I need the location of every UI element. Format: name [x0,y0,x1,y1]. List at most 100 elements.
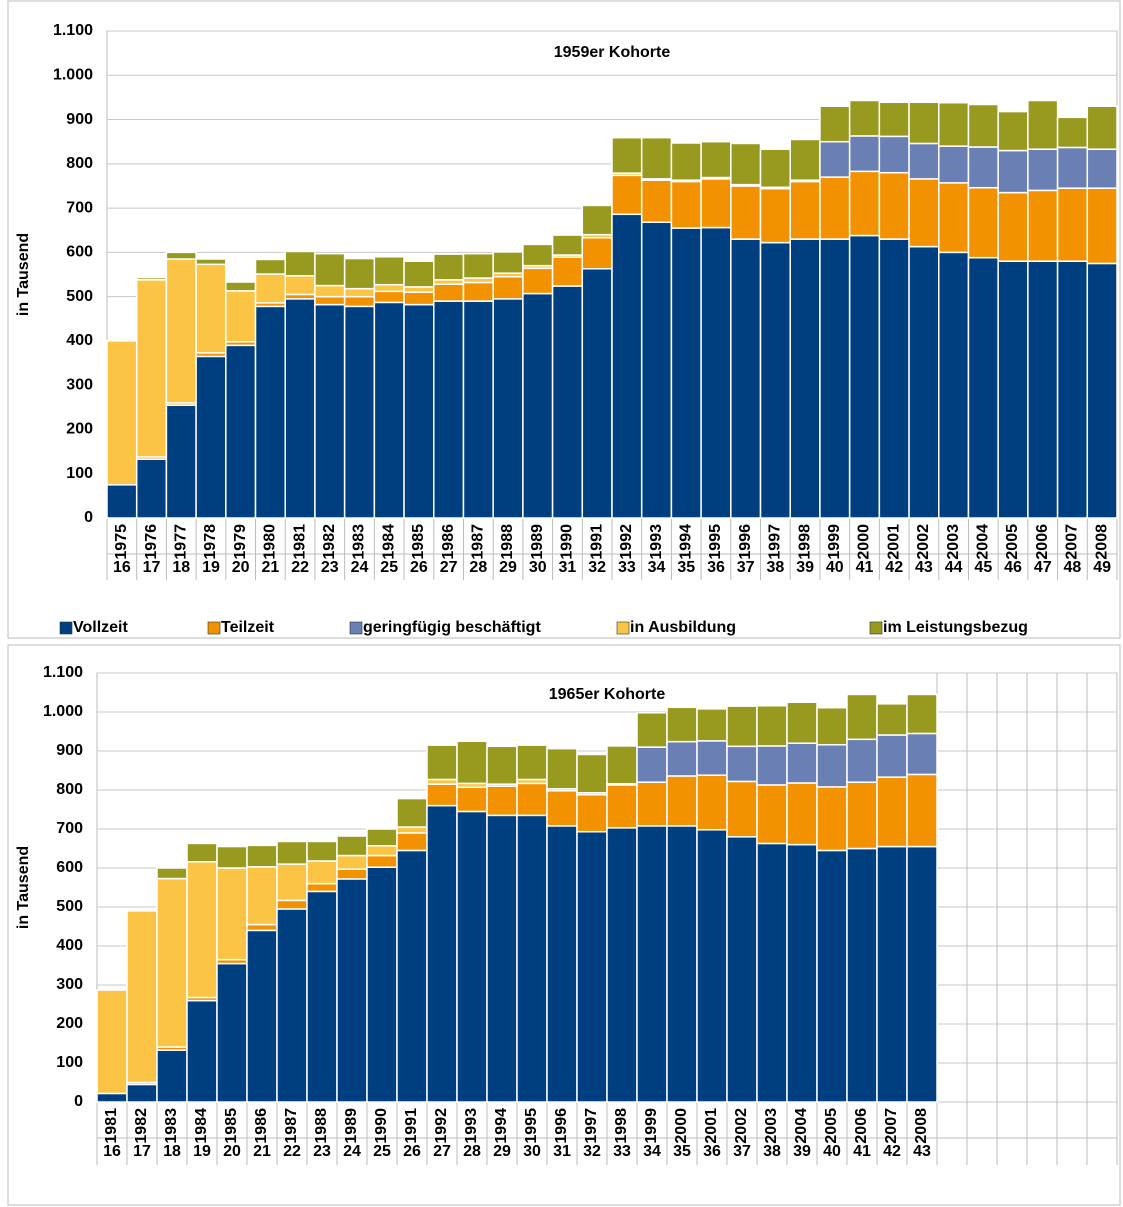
bar-segment [756,784,788,845]
bar-segment [186,842,218,863]
age-label: 40 [823,1143,841,1160]
bar-segment [492,275,524,300]
age-label: 24 [343,1143,361,1160]
bar-segment [306,882,338,893]
bar-segment [456,810,488,1103]
bar-segment [1027,99,1059,150]
bar-segment [1027,148,1059,192]
legend-swatch [616,621,630,635]
x-tick-label: 1996 [553,1108,570,1144]
bar-segment [846,847,878,1103]
bar-segment [670,227,702,519]
age-label: 31 [553,1143,571,1160]
bar-segment [195,258,227,266]
age-label: 34 [648,559,666,576]
x-tick-label: 1979 [232,524,249,560]
x-tick-label: 1987 [470,524,487,560]
bar-segment [878,238,910,519]
bar-segment [186,861,218,999]
x-tick-label: 1997 [767,524,784,560]
bar-segment [486,785,518,817]
bar-segment [456,740,488,785]
x-tick-label: 1975 [113,524,130,560]
bar-segment [396,849,428,1103]
bar-segment [156,867,188,880]
bar-segment [165,258,197,404]
age-label: 28 [469,559,487,576]
y-tick-label: 400 [56,937,83,954]
age-label: 33 [618,559,636,576]
bar-segment [366,828,398,847]
y-tick-label: 500 [66,288,93,305]
bar-segment [343,305,376,519]
bar-segment [366,866,398,1103]
bar-segment [373,290,405,304]
bar-segment [696,829,728,1103]
age-label: 23 [313,1143,331,1160]
x-tick-label: 1986 [440,524,457,560]
age-label: 26 [403,1143,421,1160]
bar-segment [126,1083,158,1103]
bar-segment [938,182,970,254]
age-label: 23 [321,559,339,576]
bar-segment [396,797,428,828]
bar-segment [343,287,376,298]
x-tick-label: 1992 [618,524,635,560]
age-label: 27 [433,1143,451,1160]
bar-segment [938,145,970,184]
age-label: 30 [523,1143,541,1160]
bar-segment [366,845,398,857]
bar-segment [546,790,578,827]
x-tick-label: 2003 [763,1108,780,1144]
x-tick-label: 2003 [945,524,962,560]
bar-segment [403,291,435,306]
bar-segment [640,136,673,180]
x-tick-label: 2006 [853,1108,870,1144]
age-label: 31 [559,559,577,576]
bar-segment [516,782,548,817]
bar-segment [819,140,851,178]
bar-segment [878,135,910,174]
bar-segment [396,826,428,834]
bar-segment [516,814,548,1103]
bar-segment [314,284,346,298]
legend-label: geringfügig beschäftigt [363,619,541,636]
bar-segment [997,191,1029,262]
bar-segment [306,860,338,885]
bar-segment [816,786,848,852]
x-tick-label: 2008 [913,1108,930,1144]
bar-segment [848,234,881,519]
y-tick-label: 900 [66,111,93,128]
bar-segment [336,835,368,857]
bar-segment [551,234,584,256]
bar-segment [403,260,435,288]
bar-segment [967,186,999,259]
chart-title: 1965er Kohorte [549,686,666,703]
bar-segment [846,738,878,783]
bar-segment [246,923,278,932]
age-label: 35 [673,1143,691,1160]
x-tick-label: 1994 [493,1108,510,1144]
bar-segment [433,300,465,519]
legend-label: Teilzeit [221,619,275,636]
bar-segment [396,832,428,852]
x-tick-label: 1984 [193,1108,210,1144]
x-tick-label: 1977 [172,524,189,560]
bar-segment [314,295,346,306]
bar-segment [759,148,791,189]
age-label: 33 [613,1143,631,1160]
bar-segment [426,744,458,781]
age-label: 21 [253,1143,271,1160]
bar-segment [96,989,128,1095]
x-tick-label: 1985 [410,524,427,560]
bar-segment [611,174,643,216]
bar-segment [1056,260,1089,519]
x-tick-label: 1984 [380,524,397,560]
x-tick-label: 1990 [559,524,576,560]
age-label: 19 [202,559,220,576]
x-tick-label: 2004 [975,524,992,560]
bar-segment [846,781,878,850]
x-tick-label: 1997 [583,1108,600,1144]
bar-segment [878,101,910,138]
bar-segment [284,250,316,277]
